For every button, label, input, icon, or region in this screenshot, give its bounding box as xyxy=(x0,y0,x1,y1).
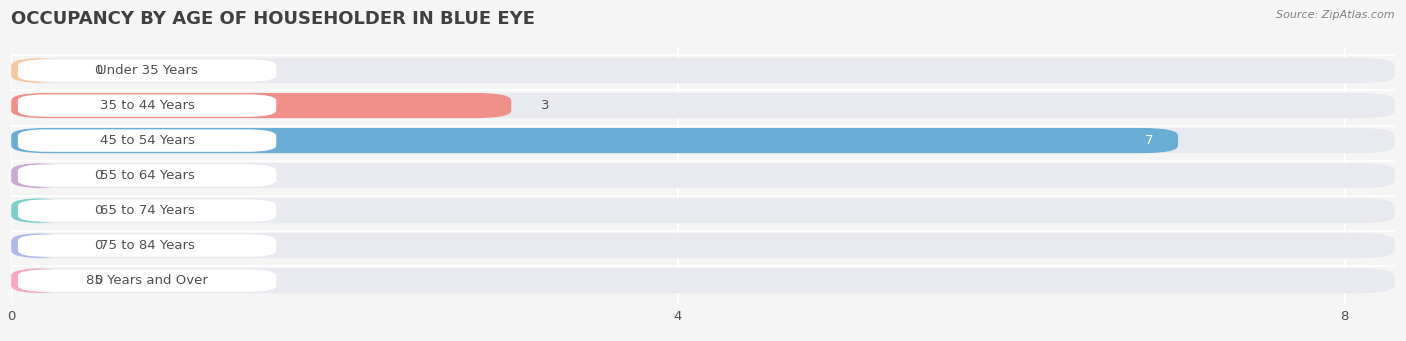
FancyBboxPatch shape xyxy=(18,164,277,187)
FancyBboxPatch shape xyxy=(11,128,1395,153)
FancyBboxPatch shape xyxy=(11,233,1395,258)
Text: 55 to 64 Years: 55 to 64 Years xyxy=(100,169,194,182)
FancyBboxPatch shape xyxy=(11,58,65,83)
FancyBboxPatch shape xyxy=(18,199,277,222)
Text: 7: 7 xyxy=(1144,134,1153,147)
FancyBboxPatch shape xyxy=(11,268,1395,293)
FancyBboxPatch shape xyxy=(11,163,65,188)
Text: 0: 0 xyxy=(94,169,103,182)
Text: Source: ZipAtlas.com: Source: ZipAtlas.com xyxy=(1277,10,1395,20)
Text: OCCUPANCY BY AGE OF HOUSEHOLDER IN BLUE EYE: OCCUPANCY BY AGE OF HOUSEHOLDER IN BLUE … xyxy=(11,10,536,28)
FancyBboxPatch shape xyxy=(18,59,277,82)
Text: 85 Years and Over: 85 Years and Over xyxy=(86,274,208,287)
Text: Under 35 Years: Under 35 Years xyxy=(97,64,197,77)
Text: 45 to 54 Years: 45 to 54 Years xyxy=(100,134,194,147)
Text: 0: 0 xyxy=(94,239,103,252)
Text: 0: 0 xyxy=(94,274,103,287)
Text: 3: 3 xyxy=(541,99,550,112)
FancyBboxPatch shape xyxy=(11,163,1395,188)
FancyBboxPatch shape xyxy=(11,58,1395,83)
Text: 0: 0 xyxy=(94,64,103,77)
FancyBboxPatch shape xyxy=(11,93,1395,118)
FancyBboxPatch shape xyxy=(18,269,277,292)
FancyBboxPatch shape xyxy=(11,93,512,118)
FancyBboxPatch shape xyxy=(11,198,65,223)
Text: 0: 0 xyxy=(94,204,103,217)
FancyBboxPatch shape xyxy=(18,94,277,117)
Text: 35 to 44 Years: 35 to 44 Years xyxy=(100,99,194,112)
FancyBboxPatch shape xyxy=(11,268,65,293)
FancyBboxPatch shape xyxy=(11,128,1178,153)
FancyBboxPatch shape xyxy=(18,235,277,257)
Text: 65 to 74 Years: 65 to 74 Years xyxy=(100,204,194,217)
FancyBboxPatch shape xyxy=(18,129,277,152)
FancyBboxPatch shape xyxy=(11,233,65,258)
Text: 75 to 84 Years: 75 to 84 Years xyxy=(100,239,194,252)
FancyBboxPatch shape xyxy=(11,198,1395,223)
